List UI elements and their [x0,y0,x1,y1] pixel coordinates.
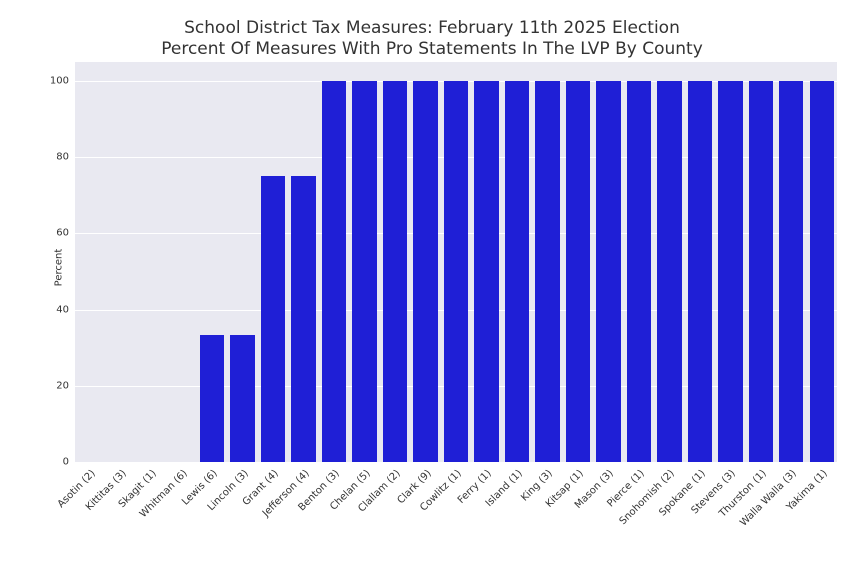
bar [200,335,224,462]
plot-area [75,62,837,462]
gridline [75,462,837,463]
y-axis-label: Percent [53,249,64,287]
y-tick-label: 40 [56,304,69,315]
bar [779,81,803,462]
bar [810,81,834,462]
bar [352,81,376,462]
bar [718,81,742,462]
bar [444,81,468,462]
bar [566,81,590,462]
bar [505,81,529,462]
y-tick-label: 20 [56,380,69,391]
bar [657,81,681,462]
bar [261,176,285,462]
y-tick-label: 0 [63,457,69,468]
bar [230,335,254,462]
bar [291,176,315,462]
chart-title-line2: Percent Of Measures With Pro Statements … [0,39,864,59]
bar [322,81,346,462]
bar [474,81,498,462]
y-tick-label: 60 [56,228,69,239]
y-tick-label: 80 [56,152,69,163]
bar [749,81,773,462]
bar [535,81,559,462]
bar [627,81,651,462]
y-tick-label: 100 [50,76,69,87]
bar [688,81,712,462]
bar [413,81,437,462]
bar [596,81,620,462]
chart-title-line1: School District Tax Measures: February 1… [0,18,864,38]
chart-container: { "chart": { "type": "bar", "title_line1… [0,0,864,576]
bar [383,81,407,462]
